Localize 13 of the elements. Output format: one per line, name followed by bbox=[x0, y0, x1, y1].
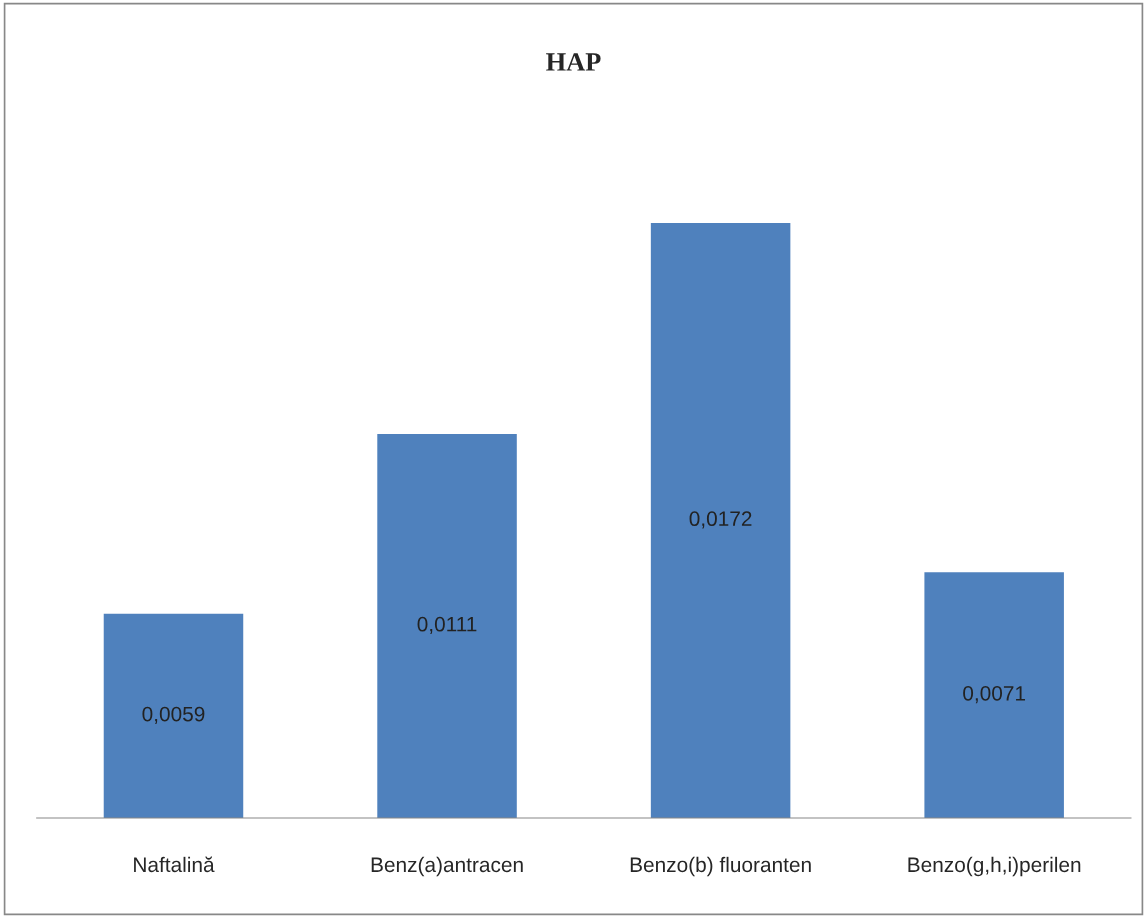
bar bbox=[103, 613, 244, 818]
x-tick-label: Benz(a)antracen bbox=[371, 856, 523, 877]
chart-title: HAP bbox=[546, 53, 601, 71]
data-label: 0,0059 bbox=[142, 706, 205, 724]
x-tick-label: Naftalină bbox=[134, 856, 215, 873]
bar bbox=[924, 572, 1064, 818]
bar bbox=[377, 433, 517, 818]
x-tick-label: Benzo(g,h,i)perilen bbox=[908, 856, 1081, 877]
data-label: 0,0111 bbox=[417, 616, 477, 634]
bar bbox=[650, 222, 791, 818]
data-label: 0,0071 bbox=[963, 685, 1026, 704]
data-label: 0,0172 bbox=[689, 511, 752, 529]
x-tick-label: Benzo(b) fluoranten bbox=[630, 856, 811, 877]
